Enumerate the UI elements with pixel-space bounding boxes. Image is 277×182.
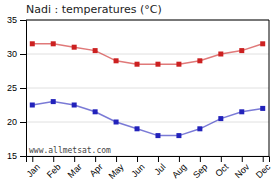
y-tick: 25 <box>7 83 26 93</box>
series-line <box>32 44 262 64</box>
x-tick-label: Oct <box>213 161 230 178</box>
x-tick-mark <box>200 156 201 162</box>
y-tick-label: 35 <box>7 15 17 25</box>
marker <box>93 109 98 114</box>
marker <box>176 133 181 138</box>
x-tick-mark <box>242 156 243 162</box>
x-tick-mark <box>158 156 159 162</box>
x-tick-mark <box>32 156 33 162</box>
x-tick-label: Sep <box>191 162 209 180</box>
marker <box>135 126 140 131</box>
y-axis-line <box>20 21 27 157</box>
x-tick: Jun <box>129 156 146 179</box>
title: Nadi : temperatures (°C) <box>26 3 162 16</box>
frame-right <box>269 20 270 156</box>
y-tick-label: 15 <box>7 151 17 161</box>
x-tick-label: Feb <box>45 162 63 180</box>
x-axis-line <box>27 157 270 163</box>
x-tick-label: Jul <box>152 162 167 177</box>
x-tick-mark <box>74 156 75 162</box>
y-tick-label: 30 <box>7 49 17 59</box>
marker <box>30 103 35 108</box>
x-tick-label: Jun <box>129 162 146 179</box>
x-tick-mark <box>263 156 264 162</box>
marker <box>30 41 35 46</box>
y-tick-mark <box>20 156 26 157</box>
x-tick: Nov <box>233 156 252 180</box>
x-tick: Oct <box>213 156 230 179</box>
y-tick-label: 20 <box>7 117 17 127</box>
grid-line <box>26 122 269 123</box>
marker <box>155 133 160 138</box>
marker <box>114 58 119 63</box>
grid-line <box>26 54 269 55</box>
marker <box>260 41 265 46</box>
marker <box>197 126 202 131</box>
marker <box>155 62 160 67</box>
x-tick: Apr <box>88 156 105 179</box>
marker <box>197 58 202 63</box>
x-tick: Jul <box>152 156 167 177</box>
marker <box>51 41 56 46</box>
y-axis: 15 20 25 30 35 <box>7 15 27 161</box>
marker <box>260 106 265 111</box>
x-tick: Aug <box>170 156 188 180</box>
x-tick-mark <box>95 156 96 162</box>
x-tick-label: Dec <box>254 161 273 180</box>
marker <box>93 48 98 53</box>
marker <box>72 45 77 50</box>
annotation: www.allmetsat.com <box>29 146 111 155</box>
marker <box>114 120 119 125</box>
marker <box>239 109 244 114</box>
marker <box>72 103 77 108</box>
chart: 15 20 25 30 35 JanFebMarAprMayJun JulAugSepOct… <box>0 0 277 182</box>
grid <box>26 20 269 156</box>
marker <box>218 52 223 57</box>
marker <box>176 62 181 67</box>
marker <box>135 62 140 67</box>
x-tick-label: Aug <box>170 162 188 180</box>
x-tick-label: May <box>107 161 126 180</box>
series-markers <box>30 99 265 138</box>
series-line <box>32 102 262 136</box>
x-tick-mark <box>53 156 54 162</box>
marker <box>51 99 56 104</box>
y-tick-label: 25 <box>7 83 17 93</box>
x-tick: Mar <box>66 156 84 180</box>
x-axis: JanFebMarAprMayJun JulAugSepOctNovDec <box>25 156 273 181</box>
y-tick-mark <box>20 54 26 55</box>
y-tick: 35 <box>7 15 26 25</box>
y-tick-mark <box>20 20 26 21</box>
x-tick: Feb <box>45 156 63 180</box>
series-markers <box>30 41 265 66</box>
x-tick-label: Apr <box>88 162 105 179</box>
x-tick-mark <box>137 156 138 162</box>
grid-line <box>26 20 269 21</box>
y-tick: 15 <box>7 151 26 161</box>
frame-top <box>26 20 269 21</box>
marker <box>239 48 244 53</box>
x-tick: Dec <box>254 156 273 180</box>
x-tick-label: Jan <box>25 162 42 179</box>
grid-line <box>26 88 269 89</box>
y-tick-mark <box>20 122 26 123</box>
y-tick-mark <box>20 88 26 89</box>
plot: 15 20 25 30 35 JanFebMarAprMayJun JulAugSepOct… <box>7 15 273 181</box>
x-tick: Jan <box>25 156 42 179</box>
x-tick-mark <box>221 156 222 162</box>
x-tick: May <box>107 156 126 181</box>
x-tick-label: Nov <box>233 161 252 180</box>
marker <box>218 116 223 121</box>
x-tick-mark <box>116 156 117 162</box>
y-tick: 20 <box>7 117 26 127</box>
marks <box>30 41 265 138</box>
y-tick: 30 <box>7 49 26 59</box>
x-tick-mark <box>179 156 180 162</box>
x-tick-label: Mar <box>66 162 84 180</box>
x-tick: Sep <box>191 156 209 180</box>
